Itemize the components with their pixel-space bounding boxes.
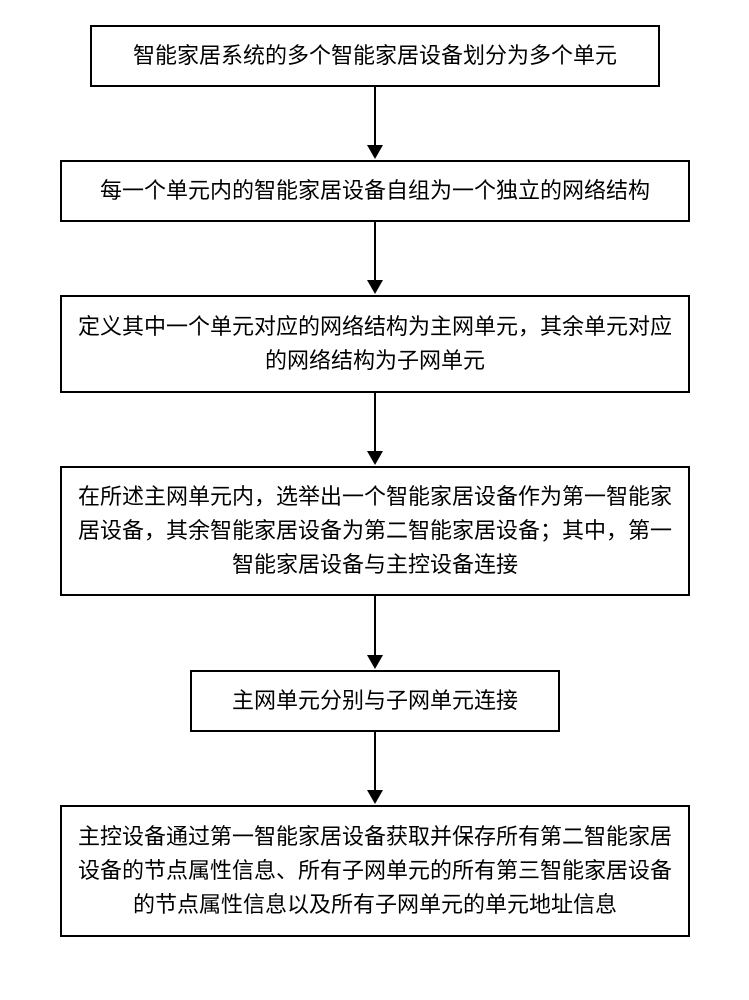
flowchart-node: 定义其中一个单元对应的网络结构为主网单元，其余单元对应的网络结构为子网单元	[60, 295, 690, 393]
flowchart-node-label: 主控设备通过第一智能家居设备获取并保存所有第二智能家居设备的节点属性信息、所有子…	[78, 820, 672, 922]
flowchart-node-label: 每一个单元内的智能家居设备自组为一个独立的网络结构	[100, 174, 650, 208]
arrow-down-icon	[374, 596, 376, 655]
arrow-down-icon	[367, 451, 383, 465]
flowchart-node: 在所述主网单元内，选举出一个智能家居设备作为第一智能家居设备，其余智能家居设备为…	[60, 466, 690, 596]
flowchart-canvas: 智能家居系统的多个智能家居设备划分为多个单元 每一个单元内的智能家居设备自组为一…	[0, 0, 749, 1000]
flowchart-node-label: 定义其中一个单元对应的网络结构为主网单元，其余单元对应的网络结构为子网单元	[78, 310, 672, 378]
arrow-down-icon	[374, 393, 376, 451]
arrow-down-icon	[374, 222, 376, 280]
arrow-down-icon	[367, 280, 383, 294]
flowchart-node: 每一个单元内的智能家居设备自组为一个独立的网络结构	[60, 160, 690, 222]
arrow-down-icon	[374, 732, 376, 790]
arrow-down-icon	[367, 790, 383, 804]
arrow-down-icon	[367, 145, 383, 159]
flowchart-node-label: 智能家居系统的多个智能家居设备划分为多个单元	[133, 39, 617, 73]
flowchart-node: 主网单元分别与子网单元连接	[190, 670, 560, 732]
flowchart-node: 智能家居系统的多个智能家居设备划分为多个单元	[90, 25, 660, 87]
flowchart-node-label: 在所述主网单元内，选举出一个智能家居设备作为第一智能家居设备，其余智能家居设备为…	[78, 480, 672, 582]
flowchart-node-label: 主网单元分别与子网单元连接	[232, 684, 518, 718]
arrow-down-icon	[367, 655, 383, 669]
arrow-down-icon	[374, 87, 376, 145]
flowchart-node: 主控设备通过第一智能家居设备获取并保存所有第二智能家居设备的节点属性信息、所有子…	[60, 805, 690, 937]
